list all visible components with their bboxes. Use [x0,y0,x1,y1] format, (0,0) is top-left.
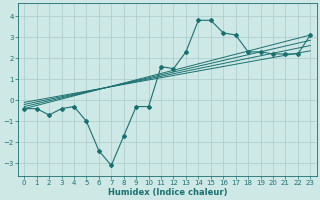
X-axis label: Humidex (Indice chaleur): Humidex (Indice chaleur) [108,188,227,197]
